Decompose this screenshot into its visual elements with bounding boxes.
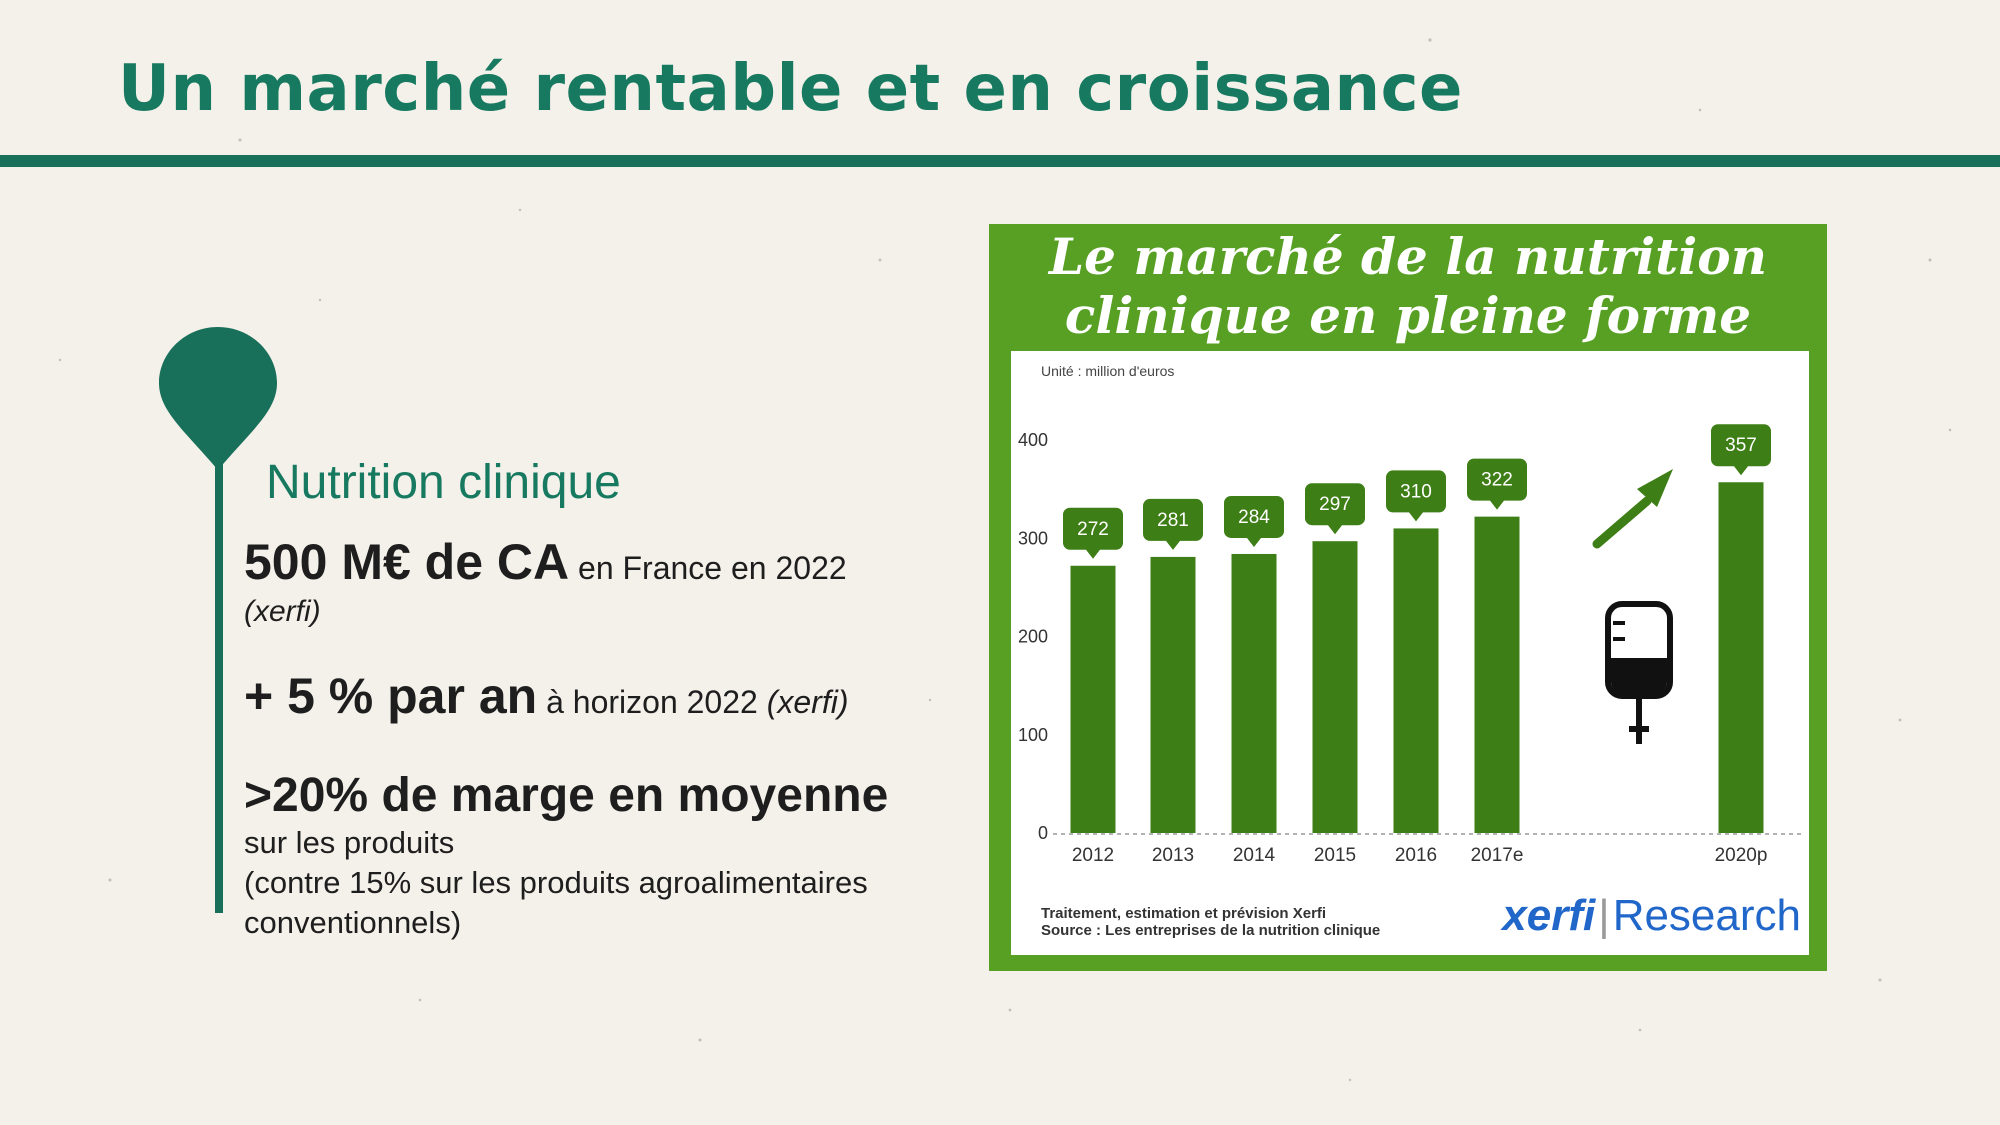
x-tick-label: 2017e (1471, 845, 1524, 866)
x-tick-label: 2015 (1314, 845, 1356, 866)
timeline-line (215, 440, 223, 913)
chart-footnote: Traitement, estimation et prévision Xerf… (1041, 905, 1380, 939)
trend-arrow-icon (1592, 469, 1673, 549)
fact-margin-value: >20% de marge en moyenne (244, 769, 889, 822)
x-tick-label: 2013 (1152, 845, 1194, 866)
footnote-line: Source : Les entreprises de la nutrition… (1041, 922, 1381, 939)
fact-margin-line: conventionnels) (244, 905, 462, 940)
data-label-bubble (1467, 458, 1527, 510)
fact-revenue-value: 500 M€ de CA (244, 534, 570, 590)
x-tick-label: 2020p (1715, 845, 1768, 866)
data-label-bubble (1386, 470, 1446, 522)
y-tick-label: 400 (1018, 430, 1048, 450)
fact-growth-context: à horizon 2022 (537, 684, 767, 720)
bar (1718, 482, 1764, 833)
y-tick-label: 300 (1018, 528, 1048, 548)
chart-panel: Unité : million d'euros 0 100 200 300 400 272… (1011, 351, 1809, 955)
bar (1312, 541, 1358, 833)
chart-title-line: clinique en pleine forme (1064, 286, 1752, 345)
bar-chart: 0 100 200 300 400 272 2012 281 2013 284 2014 297 201… (1018, 424, 1801, 866)
section-heading: Nutrition clinique (266, 456, 621, 509)
fact-margin: >20% de marge en moyenne sur les produit… (244, 768, 888, 943)
bar (1231, 553, 1277, 833)
x-tick-label: 2016 (1395, 845, 1437, 866)
data-label: 310 (1400, 481, 1432, 502)
data-label: 284 (1238, 507, 1270, 528)
fact-revenue-source: (xerfi) (244, 595, 321, 628)
y-tick-label: 0 (1038, 823, 1048, 843)
data-label: 281 (1157, 510, 1189, 531)
bar (1474, 516, 1520, 833)
data-label: 297 (1319, 494, 1351, 515)
unit-note: Unité : million d'euros (1041, 363, 1175, 379)
fact-growth-source: (xerfi) (766, 684, 849, 720)
y-tick-label: 200 (1018, 627, 1048, 647)
footnote-line: Traitement, estimation et prévision Xerf… (1041, 905, 1327, 922)
bar (1393, 528, 1439, 833)
x-tick-label: 2014 (1233, 845, 1276, 866)
data-label: 272 (1077, 519, 1109, 540)
chart-card: Le marché de la nutrition clinique en pl… (989, 224, 1827, 971)
fact-margin-line: (contre 15% sur les produits agroaliment… (244, 865, 868, 900)
chart-title: Le marché de la nutrition clinique en pl… (989, 224, 1827, 345)
fact-growth: + 5 % par an à horizon 2022 (xerfi) (244, 667, 848, 725)
iv-drip-bag-icon (1605, 601, 1673, 744)
data-label-bubble (1711, 424, 1771, 476)
data-label-bubble (1305, 483, 1365, 535)
fact-revenue-context: en France en 2022 (569, 550, 847, 586)
fact-margin-line: sur les produits (244, 825, 455, 860)
brand-logo: xerfi|Research (1502, 891, 1801, 941)
bar (1070, 565, 1116, 833)
chart-title-line: Le marché de la nutrition (1049, 227, 1767, 286)
bar (1150, 556, 1196, 833)
data-label-bubble (1224, 495, 1284, 547)
page-title: Un marché rentable et en croissance (118, 52, 1463, 126)
fact-growth-value: + 5 % par an (244, 668, 538, 724)
x-tick-label: 2012 (1072, 845, 1114, 866)
data-label-bubble (1063, 507, 1123, 559)
map-pin-icon (159, 327, 277, 470)
data-label: 357 (1725, 435, 1757, 456)
data-label: 322 (1481, 470, 1513, 491)
title-divider (0, 155, 2000, 167)
fact-revenue: 500 M€ de CA en France en 2022 (xerfi) (244, 533, 847, 629)
brand-part-2: Research (1612, 891, 1801, 940)
y-tick-label: 100 (1018, 725, 1048, 745)
brand-separator: | (1598, 891, 1610, 940)
brand-part-1: xerfi (1502, 891, 1596, 940)
data-label-bubble (1143, 498, 1203, 550)
